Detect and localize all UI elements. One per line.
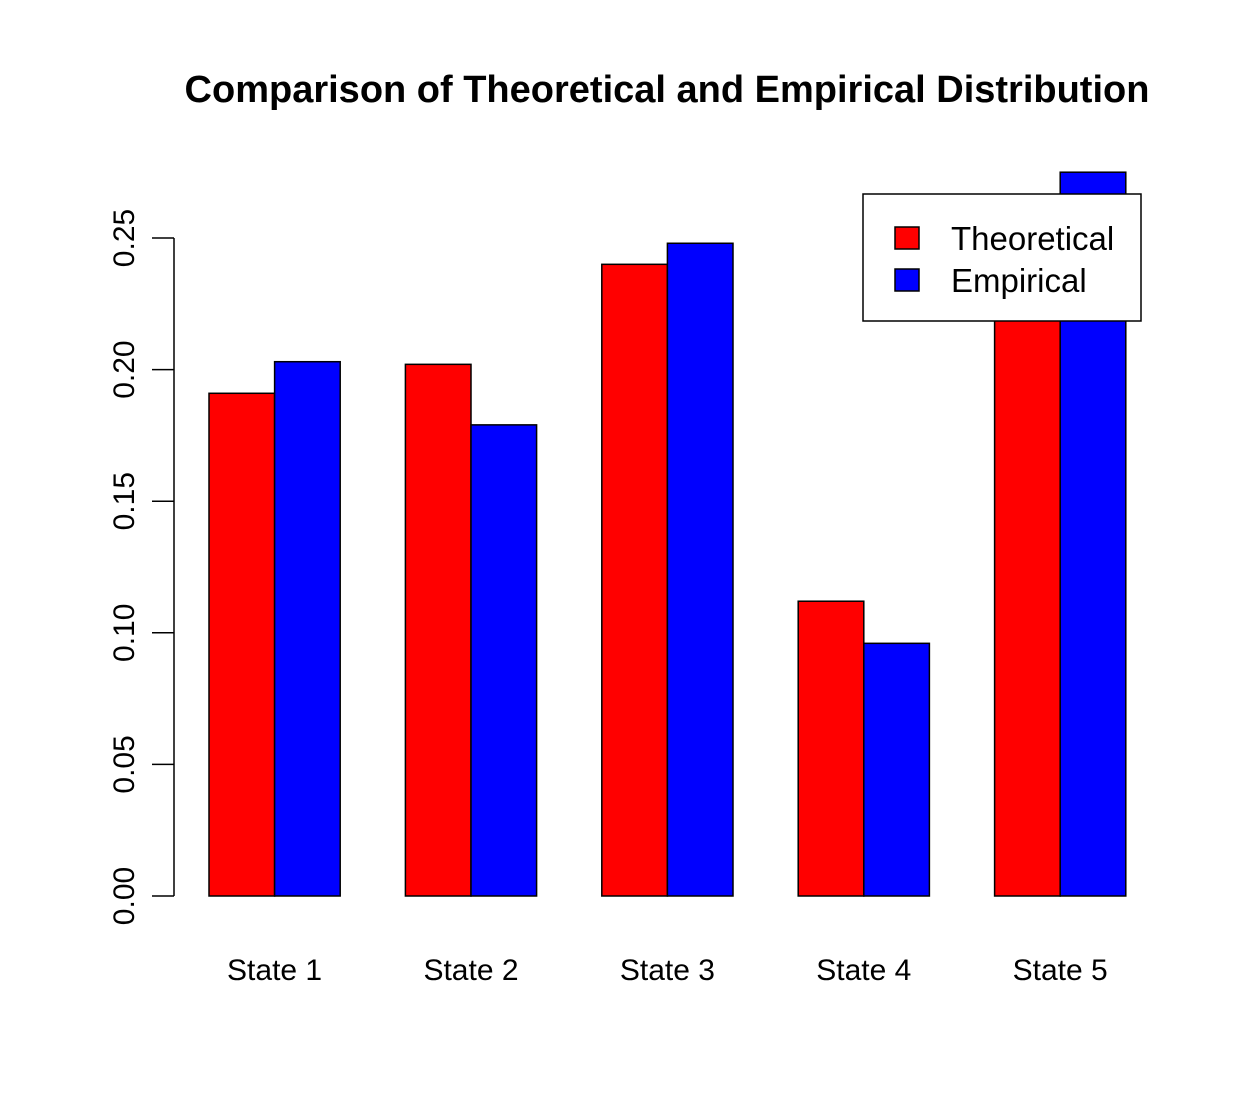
y-tick-label: 0.25 (108, 209, 141, 267)
y-tick-label: 0.05 (108, 735, 141, 793)
y-tick-label: 0.20 (108, 340, 141, 398)
x-category-label: State 3 (620, 954, 715, 987)
legend-label-empirical: Empirical (951, 262, 1087, 299)
bar-theoretical-4 (797, 600, 865, 897)
y-axis: 0.00 0.05 0.10 0.15 0.20 0.25 (108, 209, 175, 925)
y-tick-label: 0.00 (108, 867, 141, 925)
y-tick-label: 0.15 (108, 472, 141, 530)
legend-box (862, 193, 1142, 322)
legend-swatch-theoretical (894, 226, 920, 250)
legend-label-theoretical: Theoretical (951, 220, 1114, 257)
bar-theoretical-3 (601, 263, 669, 897)
legend-swatch-empirical (894, 268, 920, 292)
bar-empirical-3 (666, 242, 734, 897)
bar-empirical-1 (273, 360, 341, 897)
bar-empirical-2 (470, 424, 538, 897)
x-axis-labels: State 1 State 2 State 3 State 4 State 5 (227, 954, 1108, 987)
bar-theoretical-1 (208, 392, 276, 897)
bar-empirical-4 (863, 642, 931, 897)
bar-theoretical-2 (404, 363, 472, 897)
bar-theoretical-5 (993, 289, 1061, 897)
chart-title: Comparison of Theoretical and Empirical … (185, 69, 1150, 111)
bars (208, 171, 1127, 897)
y-tick-label: 0.10 (108, 604, 141, 662)
x-category-label: State 2 (423, 954, 518, 987)
x-category-label: State 4 (816, 954, 911, 987)
x-category-label: State 5 (1013, 954, 1108, 987)
legend: Theoretical Empirical (862, 193, 1142, 322)
x-category-label: State 1 (227, 954, 322, 987)
